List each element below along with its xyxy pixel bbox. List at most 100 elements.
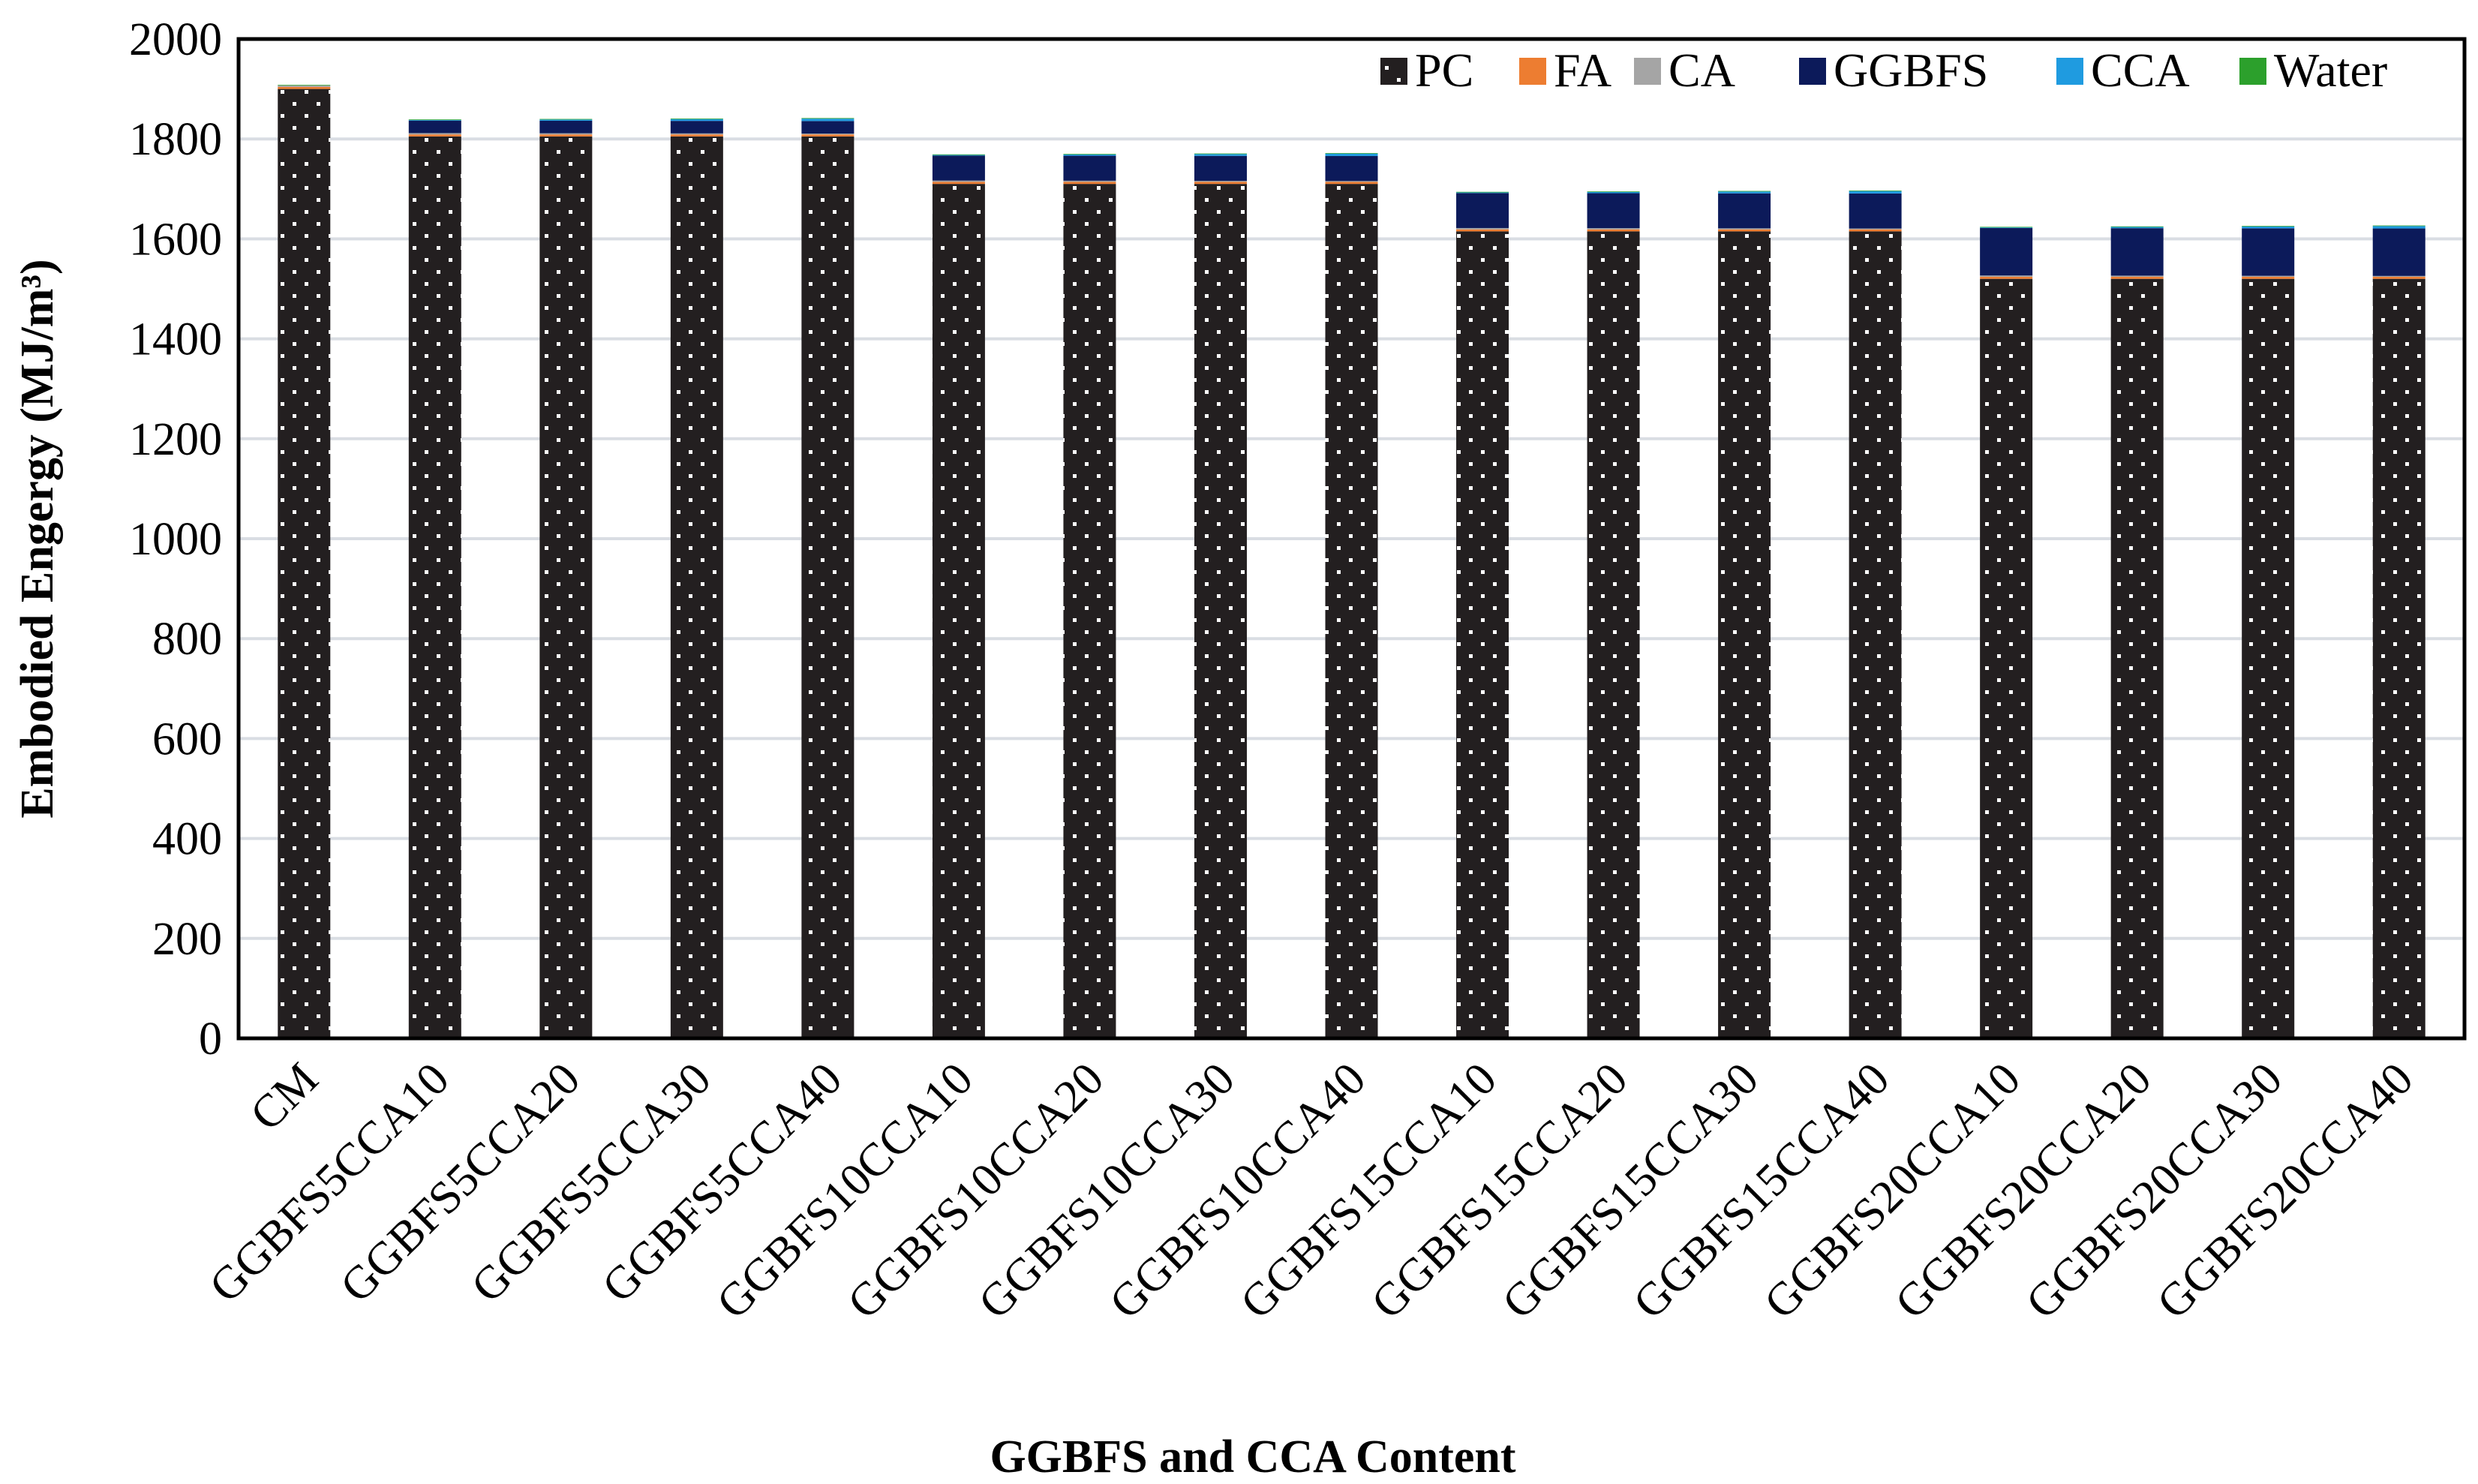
bar-segment-cca <box>408 119 461 121</box>
y-tick-label: 1800 <box>129 114 222 165</box>
bar-segment-ca <box>1980 275 2033 278</box>
bar-segment-pc <box>278 89 331 1039</box>
bar-segment-pc <box>1456 231 1509 1038</box>
bar-segment-ggbfs <box>1194 155 1247 182</box>
bar-segment-ggbfs <box>539 120 593 134</box>
y-tick-label: 0 <box>199 1014 222 1065</box>
bar-segment-pc <box>932 184 985 1038</box>
bar-segment-ca <box>1456 227 1509 230</box>
legend-swatch-pc <box>1380 58 1407 85</box>
legend-label-ggbfs: GGBFS <box>1834 44 1988 97</box>
bar-segment-fa <box>801 134 855 137</box>
legend-swatch-ggbfs <box>1799 58 1826 85</box>
bar-segment-water <box>539 119 593 120</box>
bar-segment-ca <box>278 85 331 87</box>
x-axis-tick-labels: CMGGBFS5CCA10GGBFS5CCA20GGBFS5CCA30GGBFS… <box>200 1053 2422 1329</box>
bar-segment-ggbfs <box>801 121 855 134</box>
bar-segment-fa <box>2110 277 2164 279</box>
bars <box>278 85 2425 1039</box>
bar-segment-ggbfs <box>1063 155 1116 181</box>
y-tick-label: 1000 <box>129 514 222 565</box>
bar-segment-ggbfs <box>932 155 985 181</box>
bar-segment-cca <box>2110 227 2164 229</box>
bar-segment-fa <box>1194 182 1247 185</box>
bar-segment-fa <box>1325 182 1378 185</box>
x-tick-label: GGBFS5CCA10 <box>200 1053 458 1312</box>
legend-label-water: Water <box>2274 44 2387 97</box>
bar-segment-fa <box>670 134 723 137</box>
x-tick-label: GGBFS5CCA30 <box>461 1053 720 1312</box>
legend-label-ca: CA <box>1669 44 1735 97</box>
bar-segment-pc <box>1718 231 1771 1038</box>
bar-segment-fa <box>408 134 461 137</box>
y-tick-label: 800 <box>152 614 222 665</box>
y-tick-label: 1600 <box>129 214 222 265</box>
bar-segment-pc <box>670 136 723 1038</box>
bar-segment-ca <box>2242 275 2295 278</box>
bar-segment-water <box>2242 226 2295 227</box>
legend-swatch-fa <box>1519 58 1546 85</box>
y-axis-title: Embodied Engergy (MJ/m³) <box>12 259 63 818</box>
bar-segment-ggbfs <box>2110 228 2164 276</box>
bar-segment-pc <box>1587 231 1640 1038</box>
bar-segment-water <box>1194 153 1247 155</box>
bar-segment-pc <box>1849 231 1902 1038</box>
bar-segment-pc <box>2110 278 2164 1038</box>
bar-segment-water <box>2372 225 2425 227</box>
bar-segment-fa <box>1063 182 1116 185</box>
x-axis-title: GGBFS and CCA Content <box>990 1431 1515 1482</box>
bar-segment-ggbfs <box>2242 228 2295 276</box>
bar-segment-ggbfs <box>1456 193 1509 228</box>
x-tick-label: GGBFS5CCA20 <box>331 1053 590 1312</box>
bar-segment-fa <box>1456 229 1509 232</box>
bar-segment-water <box>801 118 855 119</box>
bar-segment-fa <box>2372 277 2425 279</box>
legend-swatch-ca <box>1634 58 1661 85</box>
bar-segment-cca <box>2372 226 2425 229</box>
x-tick-label: GGBFS5CCA40 <box>593 1053 852 1312</box>
bar-segment-ggbfs <box>408 120 461 134</box>
bar-segment-cca <box>539 119 593 121</box>
bar-segment-fa <box>2242 277 2295 279</box>
bar-segment-cca <box>1718 191 1771 194</box>
legend-label-cca: CCA <box>2091 44 2190 97</box>
bar-segment-water <box>1587 191 1640 192</box>
bar-segment-fa <box>1980 277 2033 279</box>
bar-segment-water <box>278 85 331 86</box>
bar-segment-cca <box>932 155 985 156</box>
bar-segment-pc <box>1325 184 1378 1038</box>
bar-segment-water <box>408 119 461 120</box>
legend-swatch-water <box>2239 58 2266 85</box>
bar-segment-ggbfs <box>1718 193 1771 229</box>
legend-label-pc: PC <box>1415 44 1473 97</box>
bar-segment-ca <box>1194 181 1247 182</box>
bar-segment-fa <box>932 182 985 185</box>
bar-segment-ca <box>1587 228 1640 230</box>
bar-segment-ca <box>539 133 593 135</box>
bar-segment-cca <box>1980 227 2033 228</box>
bar-segment-ca <box>2372 275 2425 278</box>
bar-segment-ggbfs <box>1587 193 1640 229</box>
bar-segment-ggbfs <box>1325 155 1378 182</box>
bar-segment-ca <box>1325 181 1378 182</box>
x-tick-label: CM <box>241 1053 328 1140</box>
y-axis-tick-labels: 0 200 400 600 800 1000 1200 1400 1600 1800 2000 <box>129 14 222 1065</box>
bar-segment-water <box>1325 152 1378 154</box>
bar-segment-fa <box>1587 229 1640 232</box>
legend-swatch-cca <box>2056 58 2083 85</box>
bar-segment-ca <box>932 180 985 182</box>
bar-segment-ggbfs <box>670 121 723 134</box>
bar-segment-pc <box>2372 278 2425 1038</box>
y-tick-label: 600 <box>152 713 222 765</box>
bar-segment-fa <box>278 86 331 89</box>
bar-segment-pc <box>1980 278 2033 1038</box>
bar-segment-cca <box>1063 154 1116 156</box>
bar-segment-cca <box>670 119 723 122</box>
bar-segment-fa <box>1718 229 1771 232</box>
bar-segment-water <box>1063 154 1116 155</box>
bar-segment-cca <box>801 119 855 122</box>
bar-segment-cca <box>1456 192 1509 194</box>
bar-segment-fa <box>539 134 593 137</box>
bar-segment-ca <box>1063 180 1116 182</box>
